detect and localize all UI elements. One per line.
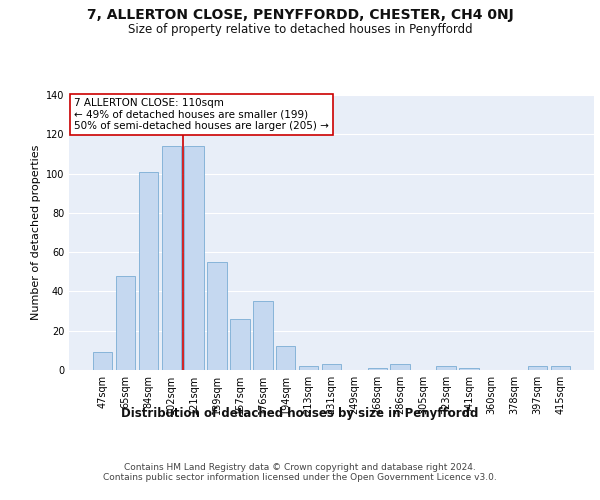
Bar: [116, 276, 135, 370]
Text: 7, ALLERTON CLOSE, PENYFFORDD, CHESTER, CH4 0NJ: 7, ALLERTON CLOSE, PENYFFORDD, CHESTER, …: [86, 8, 514, 22]
Bar: [368, 368, 387, 370]
Bar: [551, 366, 570, 370]
Bar: [436, 366, 455, 370]
Bar: [391, 364, 410, 370]
Bar: [184, 146, 204, 370]
Text: Distribution of detached houses by size in Penyffordd: Distribution of detached houses by size …: [121, 408, 479, 420]
Bar: [230, 319, 250, 370]
Bar: [161, 146, 181, 370]
Bar: [322, 364, 341, 370]
Bar: [139, 172, 158, 370]
Y-axis label: Number of detached properties: Number of detached properties: [31, 145, 41, 320]
Bar: [459, 368, 479, 370]
Bar: [93, 352, 112, 370]
Text: Contains HM Land Registry data © Crown copyright and database right 2024.
Contai: Contains HM Land Registry data © Crown c…: [103, 462, 497, 482]
Bar: [253, 301, 272, 370]
Bar: [528, 366, 547, 370]
Bar: [208, 262, 227, 370]
Text: Size of property relative to detached houses in Penyffordd: Size of property relative to detached ho…: [128, 22, 472, 36]
Bar: [276, 346, 295, 370]
Text: 7 ALLERTON CLOSE: 110sqm
← 49% of detached houses are smaller (199)
50% of semi-: 7 ALLERTON CLOSE: 110sqm ← 49% of detach…: [74, 98, 329, 131]
Bar: [299, 366, 319, 370]
